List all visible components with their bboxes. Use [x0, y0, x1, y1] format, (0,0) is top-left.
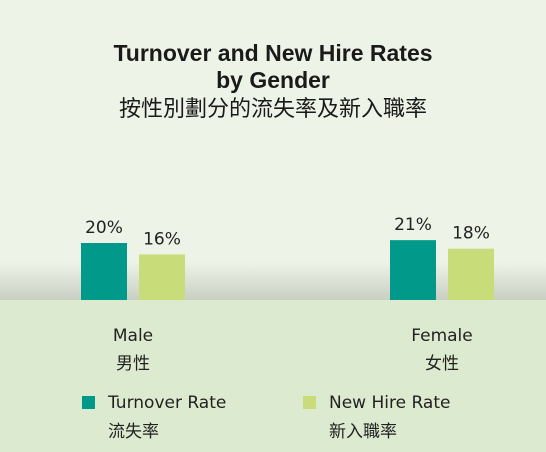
chart-title: by Gender [216, 67, 330, 93]
bar [448, 248, 494, 300]
legend-swatch [82, 396, 95, 409]
legend-label: New Hire Rate [329, 393, 450, 413]
value-label: 16% [143, 229, 181, 249]
value-label: 20% [85, 218, 123, 238]
floor [0, 300, 546, 452]
bar [139, 254, 185, 300]
bar [390, 240, 436, 300]
chart-title-zh: 按性別劃分的流失率及新入職率 [119, 97, 427, 122]
x-tick-label-zh: 女性 [425, 354, 459, 374]
value-label: 18% [452, 224, 490, 244]
legend-label-zh: 新入職率 [329, 422, 397, 442]
legend-label-zh: 流失率 [108, 422, 159, 442]
value-label: 21% [394, 215, 432, 235]
x-tick-label: Male [113, 326, 153, 346]
legend-swatch [303, 396, 316, 409]
x-tick-label-zh: 男性 [116, 354, 150, 374]
x-tick-label: Female [411, 326, 472, 346]
legend-label: Turnover Rate [107, 393, 226, 413]
chart-title: Turnover and New Hire Rates [113, 40, 432, 66]
bar [81, 243, 127, 300]
